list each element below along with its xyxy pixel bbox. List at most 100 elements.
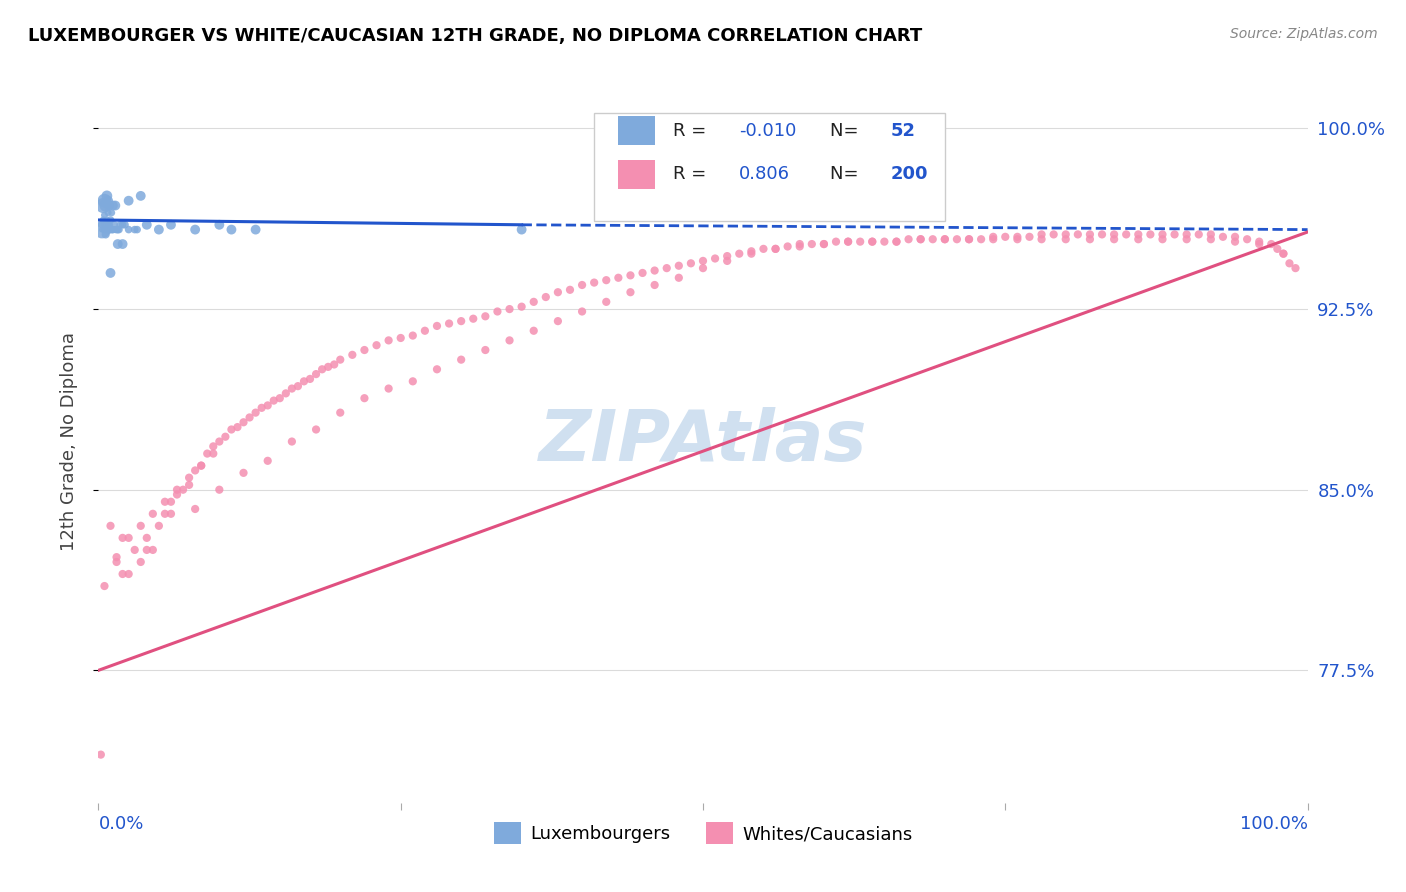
- Point: [583, 276, 606, 290]
- Point: [148, 519, 170, 533]
- Point: [547, 314, 569, 328]
- Point: [1212, 230, 1234, 244]
- Point: [1175, 232, 1198, 246]
- Point: [129, 519, 152, 533]
- Point: [450, 352, 472, 367]
- Point: [595, 294, 617, 309]
- Point: [93, 579, 115, 593]
- Point: [179, 478, 201, 492]
- Point: [214, 430, 236, 444]
- Point: [1260, 237, 1282, 252]
- Point: [111, 567, 134, 582]
- Point: [232, 415, 254, 429]
- Point: [105, 222, 128, 236]
- Point: [96, 222, 118, 236]
- Point: [571, 277, 593, 292]
- Point: [1152, 227, 1174, 242]
- Text: 100.0%: 100.0%: [1240, 815, 1308, 833]
- Point: [957, 232, 980, 246]
- Point: [655, 261, 678, 276]
- Point: [1115, 227, 1137, 242]
- Point: [101, 198, 124, 212]
- Point: [250, 401, 273, 415]
- Point: [716, 249, 738, 263]
- Point: [1054, 227, 1077, 242]
- Legend: Luxembourgers, Whites/Caucasians: Luxembourgers, Whites/Caucasians: [486, 815, 920, 852]
- Point: [91, 222, 114, 236]
- Point: [281, 434, 304, 449]
- Point: [1163, 227, 1185, 242]
- Point: [946, 232, 969, 246]
- Point: [873, 235, 896, 249]
- Point: [118, 222, 141, 236]
- Point: [437, 317, 460, 331]
- Point: [166, 487, 188, 501]
- Point: [547, 285, 569, 300]
- Point: [153, 507, 176, 521]
- Point: [463, 311, 485, 326]
- Point: [245, 406, 267, 420]
- Point: [1102, 232, 1125, 246]
- Point: [571, 304, 593, 318]
- Point: [1078, 227, 1101, 242]
- Point: [921, 232, 943, 246]
- Point: [105, 555, 128, 569]
- Point: [281, 382, 304, 396]
- Point: [202, 439, 225, 453]
- Point: [127, 222, 149, 236]
- Point: [981, 230, 1004, 244]
- Point: [94, 227, 117, 242]
- Point: [245, 222, 267, 236]
- Point: [107, 222, 129, 236]
- Point: [93, 208, 115, 222]
- Point: [179, 470, 201, 484]
- Point: [1031, 227, 1053, 242]
- Point: [1272, 246, 1295, 260]
- Point: [595, 273, 617, 287]
- Point: [93, 194, 115, 208]
- Point: [104, 198, 127, 212]
- Point: [195, 447, 218, 461]
- Point: [135, 218, 157, 232]
- Point: [184, 502, 207, 516]
- Point: [118, 194, 141, 208]
- Point: [498, 302, 520, 317]
- Point: [402, 328, 425, 343]
- Point: [299, 372, 322, 386]
- Point: [800, 237, 823, 252]
- Point: [740, 244, 762, 259]
- Point: [316, 359, 339, 374]
- Point: [202, 447, 225, 461]
- Point: [860, 235, 883, 249]
- Point: [934, 232, 956, 246]
- Point: [668, 259, 690, 273]
- Point: [160, 218, 183, 232]
- Point: [1007, 230, 1029, 244]
- Point: [1054, 232, 1077, 246]
- Point: [124, 543, 146, 558]
- Point: [100, 205, 122, 219]
- Point: [1188, 227, 1211, 242]
- Point: [96, 213, 118, 227]
- Point: [1249, 237, 1271, 252]
- Point: [813, 237, 835, 252]
- Point: [111, 218, 134, 232]
- Point: [981, 232, 1004, 246]
- Text: N=: N=: [830, 122, 865, 140]
- Point: [1078, 232, 1101, 246]
- Point: [486, 304, 509, 318]
- Y-axis label: 12th Grade, No Diploma: 12th Grade, No Diploma: [59, 332, 77, 551]
- Point: [100, 266, 122, 280]
- Point: [287, 379, 309, 393]
- Point: [1128, 227, 1150, 242]
- Text: N=: N=: [830, 165, 865, 183]
- Point: [692, 254, 714, 268]
- Point: [190, 458, 212, 473]
- Point: [1091, 227, 1114, 242]
- Text: 52: 52: [890, 122, 915, 140]
- Text: R =: R =: [672, 122, 711, 140]
- Point: [1223, 235, 1246, 249]
- Point: [97, 205, 120, 219]
- Point: [619, 268, 641, 283]
- Text: 200: 200: [890, 165, 928, 183]
